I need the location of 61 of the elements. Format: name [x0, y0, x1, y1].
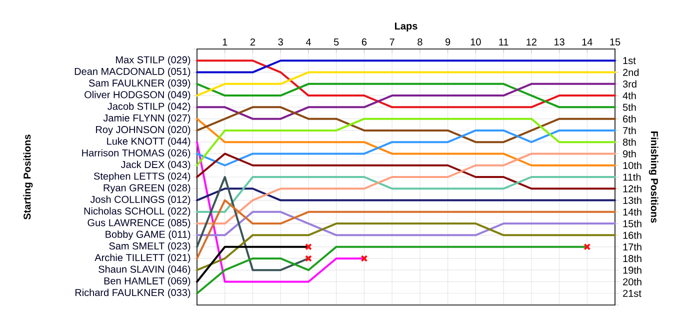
series-label: Gus LAWRENCE (085): [88, 218, 190, 228]
series-label: Jacob STILP (042): [108, 102, 190, 112]
x-tick-label: 11: [499, 38, 508, 46]
y-tick-label: 16th: [623, 232, 642, 239]
x-tick-label: 13: [554, 38, 564, 46]
y-tick-label: 19th: [623, 266, 642, 274]
text: Starting Positions: [23, 134, 33, 220]
x-tick-label: 2: [250, 38, 256, 46]
y-tick-label: 10th: [623, 162, 642, 170]
series-label: Roy JOHNSON (020): [96, 126, 190, 136]
x-tick-label: 1: [222, 38, 228, 46]
series-label: Luke KNOTT (044): [107, 137, 190, 147]
x-tick-label: 14: [582, 38, 592, 46]
series-label: Jamie FLYNN (027): [103, 114, 190, 124]
y-tick-label: 4th: [622, 92, 636, 100]
x-tick-label: 5: [334, 38, 339, 46]
x-tick-label: 9: [445, 38, 450, 46]
y-tick-label: 21st: [623, 290, 642, 297]
series-label: Shaun SLAVIN (046): [98, 265, 190, 275]
series-label: Stephen LETTS (024): [94, 172, 190, 182]
x-tick-label: 10: [470, 38, 481, 46]
y-tick-label: 15th: [623, 220, 642, 228]
y-tick-label: 5th: [622, 104, 636, 111]
series-label: Sam SMELT (023): [109, 242, 190, 252]
x-tick-label: 15: [610, 38, 620, 46]
series-label: Dean MACDONALD (051): [74, 68, 190, 77]
series-label: Archie TILLETT (021): [94, 254, 190, 264]
y-tick-label: 20th: [623, 278, 642, 286]
x-tick-label: 6: [362, 38, 367, 46]
x-tick-label: 4: [306, 38, 311, 46]
y-tick-label: 13th: [623, 196, 642, 204]
series-label: Nicholas SCHOLL (022): [84, 207, 190, 217]
series-label: Oliver HODGSON (049): [84, 90, 190, 100]
y-tick-label: 1st: [623, 57, 636, 64]
series-label: Ben HAMLET (069): [104, 277, 190, 286]
x-axis-title: Laps: [395, 22, 418, 32]
y-tick-label: 18th: [623, 254, 642, 262]
series-label: Harrison THOMAS (026): [82, 149, 190, 158]
x-tick-label: 12: [526, 38, 536, 46]
y-tick-label: 6th: [623, 115, 636, 122]
series-label: Bobby GAME (011): [106, 230, 190, 240]
y-tick-label: 11th: [623, 173, 641, 181]
y-tick-label: 17th: [623, 243, 642, 250]
series-label: Josh COLLINGS (012): [90, 196, 190, 205]
y-axis-title: Finishing Positions: [648, 132, 658, 223]
y-tick-label: 8th: [622, 138, 636, 146]
y-tick-label: 9th: [623, 150, 636, 158]
y-tick-label: 3rd: [622, 80, 636, 88]
series-label: Richard FAULKNER (033): [75, 288, 190, 298]
y-tick-label: 14th: [623, 208, 642, 216]
y-tick-label: 7th: [623, 126, 636, 134]
x-tick-label: 8: [418, 38, 422, 46]
x-tick-label: 3: [278, 38, 283, 46]
text: Ryan GREEN (028): [104, 184, 190, 194]
series-label: Max STILP (029): [116, 56, 190, 66]
line-series: [196, 176, 310, 272]
series-label: Jack DEX (043): [120, 160, 190, 170]
series-label: Sam FAULKNER (039): [89, 79, 190, 89]
y-tick-label: 2nd: [623, 68, 639, 76]
y-tick-label: 12th: [623, 184, 642, 192]
x-tick-label: 7: [390, 38, 394, 46]
